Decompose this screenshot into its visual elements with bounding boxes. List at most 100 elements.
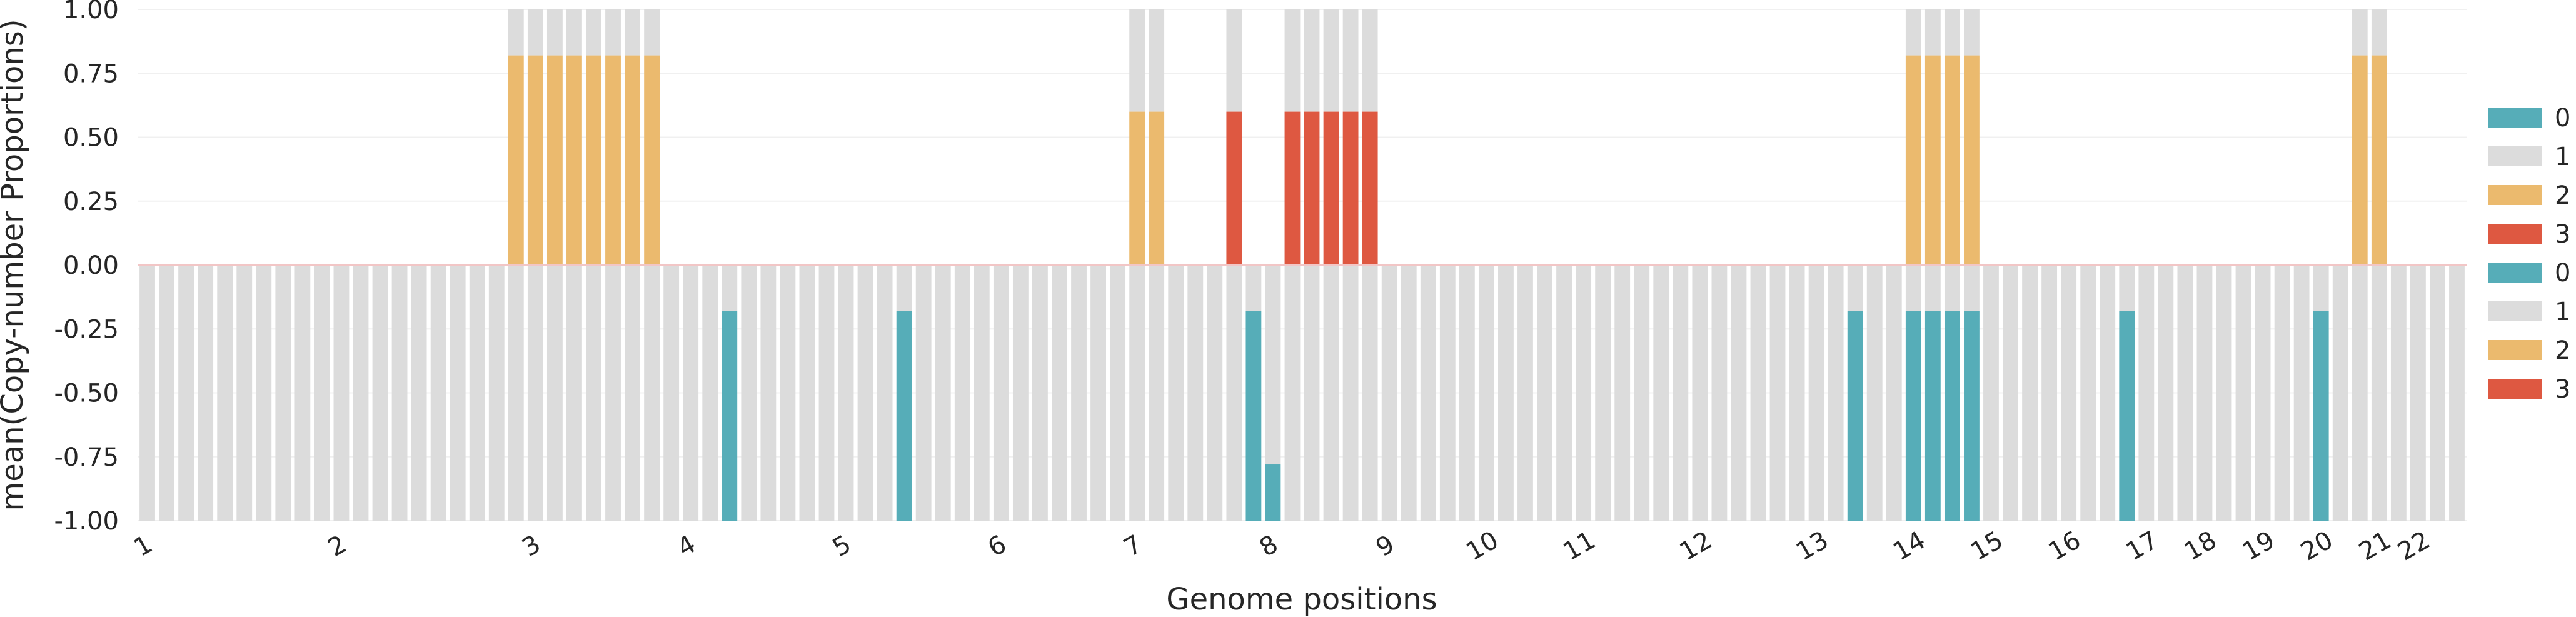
bar-lower-state-1 xyxy=(217,265,233,521)
bar-lower-state-1 xyxy=(314,265,330,521)
bar-lower-state-1 xyxy=(1304,265,1320,521)
bar-lower-state-1 xyxy=(1323,265,1339,521)
bar-lower-state-1 xyxy=(915,265,932,521)
grid-lines xyxy=(138,9,2467,521)
bar-upper-state-1 xyxy=(1342,9,1359,112)
x-tick-label: 1 xyxy=(129,529,157,563)
bar-lower-state-0 xyxy=(722,311,738,521)
bar-lower-state-1 xyxy=(1090,265,1106,521)
y-tick-label: 1.00 xyxy=(63,0,119,24)
x-tick-label: 19 xyxy=(2238,526,2280,566)
bar-lower-state-1 xyxy=(469,265,485,521)
bar-lower-state-1 xyxy=(566,265,582,521)
bar-lower-state-1 xyxy=(236,265,253,521)
legend-swatch xyxy=(2488,263,2542,283)
x-tick-label: 21 xyxy=(2354,526,2396,566)
bar-lower-state-1 xyxy=(1032,265,1048,521)
bar-lower-state-1 xyxy=(760,265,777,521)
x-tick-label: 13 xyxy=(1791,526,1833,566)
bar-lower-state-1 xyxy=(2293,265,2310,521)
y-tick-label: 0.75 xyxy=(63,59,119,88)
bar-upper-state-3 xyxy=(1304,111,1320,265)
bar-upper-state-2 xyxy=(546,55,563,266)
bar-lower-state-1 xyxy=(1614,265,1631,521)
bar-lower-state-1 xyxy=(1381,265,1397,521)
bar-lower-state-1 xyxy=(1012,265,1029,521)
bar-upper-state-2 xyxy=(1905,55,1921,266)
bar-lower-state-1 xyxy=(1226,265,1242,521)
bar-lower-state-1 xyxy=(1517,265,1533,521)
bar-lower-state-1 xyxy=(1129,265,1145,521)
bar-lower-state-1 xyxy=(1149,265,1165,521)
bar-lower-state-0 xyxy=(1924,311,1941,521)
x-tick-label: 10 xyxy=(1461,526,1503,566)
bar-lower-state-0 xyxy=(1944,311,1960,521)
bar-lower-state-1 xyxy=(2235,265,2251,521)
bar-lower-state-1 xyxy=(722,265,738,311)
bar-lower-state-1 xyxy=(198,265,214,521)
bar-lower-state-1 xyxy=(1265,265,1281,465)
bar-lower-state-1 xyxy=(411,265,427,521)
bar-lower-state-1 xyxy=(1110,265,1126,521)
bar-upper-state-2 xyxy=(1924,55,1941,266)
x-tick-label: 2 xyxy=(323,529,351,563)
bar-lower-state-1 xyxy=(877,265,893,521)
bar-upper-state-1 xyxy=(546,9,563,56)
x-tick-label: 9 xyxy=(1371,529,1399,563)
x-tick-label: 16 xyxy=(2044,526,2086,566)
bar-lower-state-0 xyxy=(1245,311,1262,521)
bar-lower-state-1 xyxy=(275,265,291,521)
bar-upper-state-2 xyxy=(1964,55,1980,266)
bar-lower-state-1 xyxy=(1828,265,1844,521)
bar-upper-state-1 xyxy=(566,9,582,56)
bar-upper-state-3 xyxy=(1323,111,1339,265)
x-tick-label: 8 xyxy=(1255,529,1283,563)
bars xyxy=(139,9,2465,521)
bar-upper-state-2 xyxy=(605,55,621,266)
bar-lower-state-1 xyxy=(294,265,311,521)
x-tick-label: 6 xyxy=(983,529,1011,563)
x-tick-label: 17 xyxy=(2121,526,2163,566)
bar-lower-state-1 xyxy=(2255,265,2271,521)
bar-upper-state-2 xyxy=(644,55,660,266)
bar-lower-state-1 xyxy=(1187,265,1204,521)
bar-upper-state-1 xyxy=(1964,9,1980,56)
x-tick-label: 3 xyxy=(517,529,545,563)
bar-lower-state-1 xyxy=(2371,265,2387,521)
bar-lower-state-1 xyxy=(2003,265,2018,521)
bar-upper-state-2 xyxy=(566,55,582,266)
y-tick-label: -0.25 xyxy=(54,315,119,344)
bar-upper-state-1 xyxy=(1129,9,1145,112)
bar-lower-state-0 xyxy=(1265,464,1281,521)
bar-lower-state-1 xyxy=(1071,265,1087,521)
bar-upper-state-3 xyxy=(1362,111,1378,265)
legend-swatch xyxy=(2488,379,2542,399)
bar-lower-state-1 xyxy=(2430,265,2445,521)
bar-lower-state-0 xyxy=(2313,311,2329,521)
bar-lower-state-1 xyxy=(2196,265,2213,521)
x-tick-label: 14 xyxy=(1888,526,1930,566)
bar-upper-state-2 xyxy=(1944,55,1960,266)
bar-lower-state-1 xyxy=(974,265,990,521)
bar-upper-state-1 xyxy=(2371,9,2387,56)
bar-lower-state-1 xyxy=(139,265,155,521)
legend-label: 2 xyxy=(2555,336,2570,365)
legend-label: 2 xyxy=(2555,181,2570,210)
bar-upper-state-1 xyxy=(1905,9,1921,56)
bar-lower-state-1 xyxy=(1537,265,1552,521)
legend-swatch xyxy=(2488,108,2542,128)
bar-lower-state-1 xyxy=(702,265,718,521)
bar-lower-state-1 xyxy=(1964,265,1980,311)
bar-lower-state-1 xyxy=(1711,265,1728,521)
legend-label: 3 xyxy=(2555,375,2570,404)
bar-lower-state-1 xyxy=(2352,265,2368,521)
bar-lower-state-1 xyxy=(1983,265,1999,521)
bar-lower-state-1 xyxy=(780,265,796,521)
bar-upper-state-3 xyxy=(1226,111,1242,265)
bar-lower-state-1 xyxy=(586,265,601,521)
bar-upper-state-1 xyxy=(1362,9,1378,112)
y-tick-label: -0.50 xyxy=(54,379,119,408)
bar-lower-state-1 xyxy=(2216,265,2232,521)
bar-upper-state-1 xyxy=(1304,9,1320,112)
x-axis-title: Genome positions xyxy=(1166,582,1437,617)
